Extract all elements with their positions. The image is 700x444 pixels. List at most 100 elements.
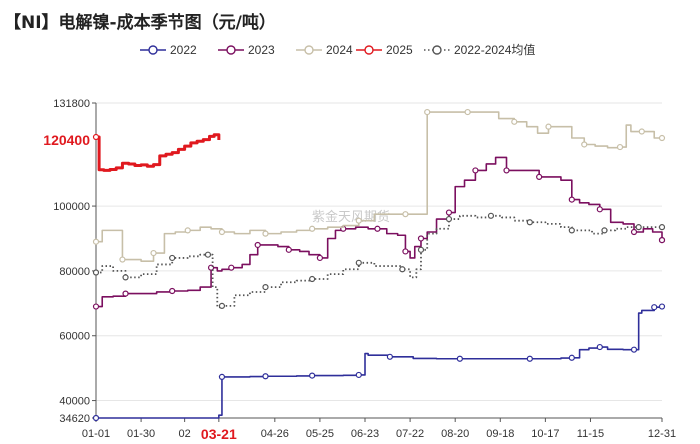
series-point bbox=[417, 235, 425, 242]
series-point bbox=[616, 143, 624, 151]
y-tick-label: 34620 bbox=[59, 413, 90, 425]
chart-title: 【NI】电解镍-成本季节图（元/吨） bbox=[4, 13, 276, 33]
y-tick-label: 100000 bbox=[53, 201, 90, 213]
series-point bbox=[568, 354, 575, 361]
series-point bbox=[635, 224, 642, 231]
series-point bbox=[309, 372, 316, 379]
x-tick-label: 01-30 bbox=[127, 428, 155, 440]
series-point bbox=[511, 118, 518, 125]
series-point bbox=[596, 343, 603, 351]
highlight-x-label: 03-21 bbox=[201, 426, 237, 442]
series-point bbox=[355, 217, 362, 224]
axes: 131800 100000 80000 60000 40000 34620 01-01 01-… bbox=[53, 98, 676, 440]
y-tick-label: 60000 bbox=[59, 331, 90, 343]
series-point bbox=[402, 211, 409, 218]
highlight-y-label: 120400 bbox=[43, 132, 90, 148]
series-point bbox=[169, 287, 176, 295]
series-point bbox=[169, 254, 176, 262]
series-point bbox=[218, 228, 226, 236]
series-point bbox=[309, 275, 316, 283]
series-point bbox=[122, 274, 129, 281]
series-end-point bbox=[658, 224, 666, 231]
series-layer bbox=[92, 108, 666, 422]
x-tick-label: 08-20 bbox=[441, 428, 469, 440]
legend-label: 2023 bbox=[248, 43, 275, 57]
series-2022 bbox=[92, 303, 666, 422]
x-tick-label: 10-17 bbox=[531, 428, 559, 440]
legend-item-2025[interactable]: 2025 bbox=[356, 43, 413, 57]
series-point bbox=[122, 290, 129, 297]
legend-item-2024[interactable]: 2024 bbox=[296, 43, 353, 57]
series-point bbox=[92, 303, 100, 310]
series-point bbox=[568, 196, 575, 203]
legend-label: 2025 bbox=[386, 43, 413, 57]
legend-label: 2022-2024均值 bbox=[454, 42, 535, 57]
series-point bbox=[445, 215, 453, 223]
series-point bbox=[285, 246, 292, 253]
series-point bbox=[386, 353, 393, 360]
watermark: 紫金天风期货 bbox=[312, 209, 390, 225]
y-tick-label: 80000 bbox=[59, 266, 90, 278]
series-line bbox=[96, 133, 221, 172]
series-point bbox=[92, 414, 100, 422]
series-point bbox=[355, 371, 362, 379]
x-tick-label: 07-22 bbox=[396, 428, 424, 440]
legend-marker bbox=[432, 45, 442, 55]
series-end-point bbox=[658, 134, 666, 142]
series-2024 bbox=[92, 108, 666, 263]
series-point bbox=[254, 241, 261, 249]
series-end-point bbox=[658, 237, 666, 244]
x-tick-label: 06-23 bbox=[351, 428, 379, 440]
series-point bbox=[228, 264, 235, 271]
series-point bbox=[355, 259, 362, 266]
x-tick-label: 04-26 bbox=[261, 428, 289, 440]
series-point bbox=[218, 373, 226, 380]
legend-label: 2024 bbox=[326, 43, 353, 57]
series-point bbox=[464, 108, 471, 116]
series-point bbox=[651, 304, 658, 311]
legend-item-2022-2024均值[interactable]: 2022-2024均值 bbox=[424, 42, 535, 57]
series-point bbox=[374, 225, 381, 232]
series-point bbox=[536, 173, 543, 181]
legend-marker bbox=[148, 45, 158, 55]
series-point bbox=[545, 123, 552, 130]
series-point bbox=[581, 141, 588, 148]
series-point bbox=[309, 225, 316, 232]
series-2025 bbox=[92, 133, 221, 172]
series-2023 bbox=[92, 156, 666, 310]
series-point bbox=[92, 238, 100, 245]
highlights: 03-21 120400 bbox=[43, 132, 237, 442]
series-point bbox=[601, 227, 608, 234]
series-point bbox=[630, 228, 638, 236]
legend-marker bbox=[364, 45, 374, 55]
legend-item-2022[interactable]: 2022 bbox=[140, 43, 197, 57]
series-point bbox=[204, 251, 212, 258]
legend-label: 2022 bbox=[170, 43, 197, 57]
series-point bbox=[262, 373, 269, 380]
series-point bbox=[526, 219, 533, 226]
series-2022-2024均值 bbox=[92, 212, 666, 310]
series-point bbox=[218, 302, 226, 310]
series-point bbox=[445, 209, 453, 216]
legend-item-2023[interactable]: 2023 bbox=[218, 43, 275, 57]
series-point bbox=[424, 108, 431, 116]
y-tick-label: 40000 bbox=[59, 396, 90, 408]
series-point bbox=[316, 254, 324, 262]
legend-marker bbox=[226, 45, 236, 55]
series-point bbox=[150, 249, 157, 257]
x-tick-label: 05-25 bbox=[306, 428, 334, 440]
x-tick-label: 01-01 bbox=[82, 428, 110, 440]
series-point bbox=[184, 227, 191, 234]
series-point bbox=[596, 206, 603, 213]
series-point bbox=[503, 167, 510, 174]
x-tick-label: 02 bbox=[179, 428, 191, 440]
series-line bbox=[96, 306, 663, 419]
series-point bbox=[630, 346, 638, 353]
series-point bbox=[262, 284, 269, 291]
series-point bbox=[417, 246, 425, 253]
legend[interactable]: 2022 2023 2024 2025 2022-2024均值 bbox=[140, 42, 535, 57]
legend-marker bbox=[304, 45, 314, 55]
series-point bbox=[472, 167, 479, 174]
series-point bbox=[402, 248, 409, 255]
